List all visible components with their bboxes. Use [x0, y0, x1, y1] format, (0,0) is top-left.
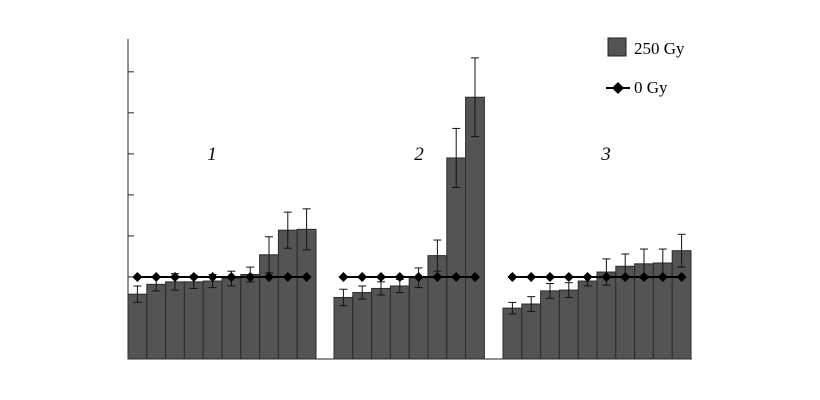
error-bar-g3-4: [564, 282, 573, 298]
control-point-g2-4: [394, 271, 405, 282]
group-labels: 1 2 3: [207, 144, 611, 165]
bar-g2-2: [352, 292, 373, 360]
error-bar-g3-2: [527, 296, 536, 312]
bar-g3-1: [502, 307, 523, 360]
error-bar-g3-10: [677, 233, 686, 268]
control-point-g3-1: [507, 271, 518, 282]
bar-g2-5: [408, 277, 429, 360]
bar-g3-2: [521, 303, 542, 360]
group-label-2: 2: [414, 144, 424, 165]
error-bar-g1-1: [133, 285, 142, 303]
bars: [127, 96, 692, 360]
bar-g1-9: [277, 229, 298, 360]
control-point-g3-3: [545, 271, 555, 282]
bar-g1-4: [183, 281, 204, 360]
bar-g1-5: [202, 280, 223, 360]
error-bar-g2-8: [471, 57, 479, 138]
bar-g3-5: [577, 280, 598, 360]
control-point-g2-8: [470, 271, 480, 282]
control-point-g1-5: [207, 271, 218, 282]
bar-g2-3: [371, 287, 391, 360]
error-bar-g1-9: [283, 211, 292, 249]
control-point-g2-2: [357, 271, 368, 282]
bar-g1-7: [240, 273, 261, 360]
control-point-g2-3: [376, 271, 386, 282]
error-bar-g2-6: [433, 239, 442, 272]
control-point-g3-5: [582, 271, 593, 282]
control-point-g3-2: [526, 271, 537, 282]
control-series: [132, 271, 687, 282]
group-label-3: 3: [600, 144, 611, 165]
control-point-g3-6: [601, 271, 612, 282]
control-point-g1-2: [151, 271, 162, 282]
control-point-g3-9: [657, 271, 668, 282]
error-bar-g3-1: [508, 301, 517, 315]
control-point-g2-6: [432, 271, 443, 282]
legend: 250 Gy 0 Gy: [606, 37, 685, 97]
error-bar-g2-1: [339, 288, 348, 307]
bar-g1-6: [221, 278, 242, 360]
legend-label-250gy: 250 Gy: [634, 39, 685, 58]
control-point-g3-8: [639, 271, 649, 282]
control-point-g1-10: [301, 271, 312, 282]
bar-g2-7: [446, 157, 467, 360]
group-label-1: 1: [207, 144, 217, 165]
control-point-g1-7: [245, 271, 256, 282]
control-point-g2-1: [338, 271, 349, 282]
control-point-g1-1: [132, 271, 143, 282]
error-bar-g2-2: [358, 285, 367, 300]
legend-swatch-250gy: [607, 37, 627, 57]
error-bar-g3-3: [546, 283, 554, 299]
legend-label-0gy: 0 Gy: [634, 78, 668, 97]
control-point-g2-5: [413, 271, 424, 282]
legend-diamond-0gy: [612, 82, 624, 94]
error-bar-g2-7: [452, 127, 461, 189]
control-point-g2-7: [451, 271, 462, 282]
control-point-g1-3: [170, 271, 180, 282]
bar-g1-1: [127, 293, 148, 360]
control-point-g1-4: [188, 271, 199, 282]
control-point-g1-8: [264, 271, 274, 282]
bar-g1-2: [146, 283, 167, 360]
control-point-g3-7: [620, 271, 631, 282]
bar-g1-3: [165, 281, 185, 360]
bar-g2-1: [333, 296, 354, 360]
error-bar-g1-10: [302, 208, 311, 251]
control-point-g1-9: [282, 271, 293, 282]
control-point-g3-10: [676, 271, 687, 282]
bar-g3-3: [540, 290, 560, 360]
control-point-g1-6: [226, 271, 237, 282]
bar-g2-4: [389, 285, 410, 360]
control-point-g3-4: [563, 271, 574, 282]
bar-g3-4: [558, 289, 579, 360]
